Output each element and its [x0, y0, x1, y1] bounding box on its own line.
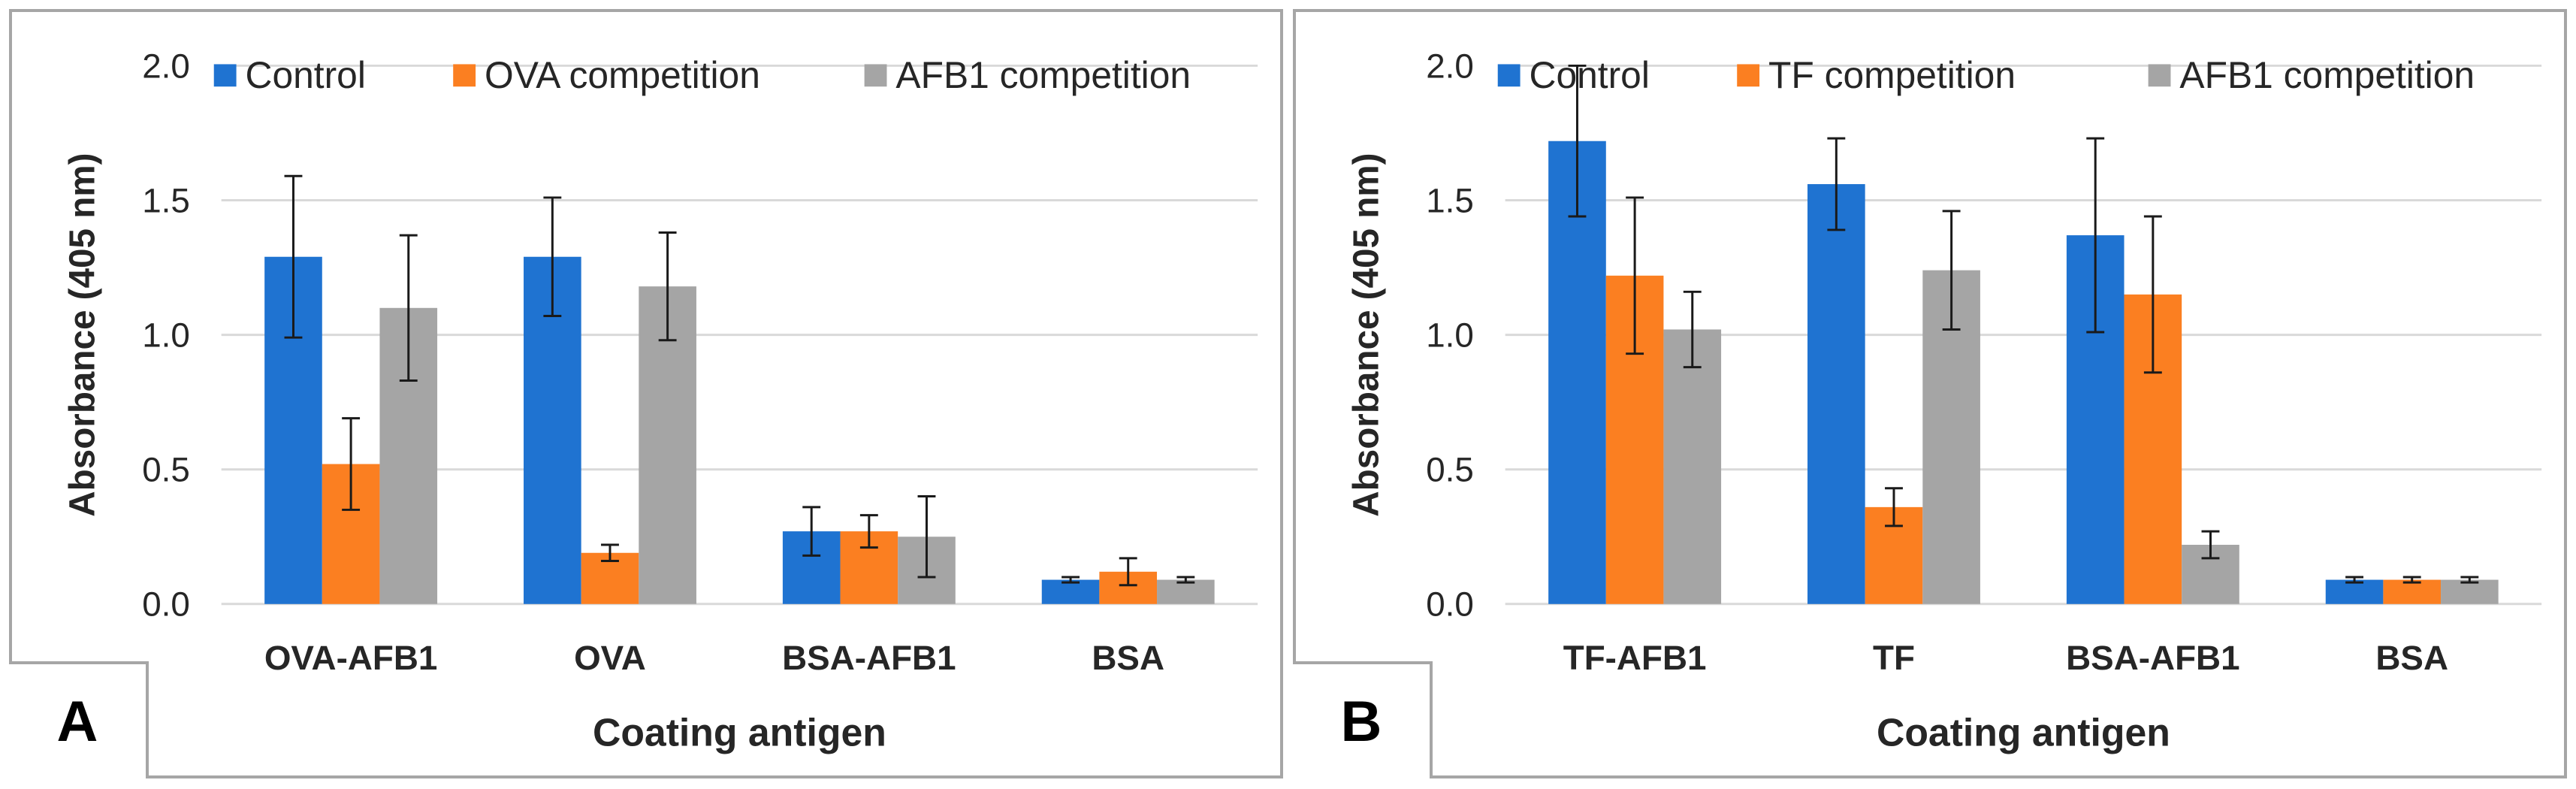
legend-swatch	[864, 64, 887, 87]
legend-label: Control	[246, 54, 366, 96]
y-tick-label: 0.5	[142, 451, 190, 489]
bar	[2441, 579, 2499, 604]
legend-swatch	[1497, 64, 1521, 87]
chart-b: 0.0 0.5 1.0 1.5 2.0 TF-AFB1 TF BSA-AFB1 BSA Contr…	[1346, 47, 2542, 754]
legend-label: AFB1 competition	[895, 54, 1191, 96]
panel-label-a: A	[56, 689, 98, 754]
panel-label-box-a: A	[9, 661, 149, 778]
chart-panel-b: 0.0 0.5 1.0 1.5 2.0 TF-AFB1 TF BSA-AFB1 BSA Contr…	[1293, 9, 2567, 778]
x-tick-label: BSA-AFB1	[2066, 639, 2239, 677]
legend-swatch	[453, 64, 476, 87]
y-tick-label: 2.0	[142, 47, 190, 85]
bar	[1663, 329, 1722, 604]
legend-swatch	[1737, 64, 1760, 87]
y-tick-label: 2.0	[1426, 47, 1474, 85]
y-axis-title: Absorbance (405 nm)	[1346, 153, 1386, 517]
bar	[1548, 141, 1606, 604]
chart-a: 0.0 0.5 1.0 1.5 2.0 OVA-AFB1 OVA BSA-AFB1 BSA Con…	[62, 47, 1258, 754]
y-tick-label: 0.0	[142, 585, 190, 624]
legend-swatch	[213, 64, 237, 87]
bar	[1041, 579, 1100, 604]
x-tick-label: OVA-AFB1	[264, 639, 438, 677]
x-axis-title: Coating antigen	[1877, 710, 2170, 754]
x-tick-label: TF	[1873, 639, 1915, 677]
legend-label: Control	[1530, 54, 1650, 96]
x-tick-label: BSA-AFB1	[782, 639, 956, 677]
x-tick-label: BSA	[2375, 639, 2448, 677]
legend-label: OVA competition	[485, 54, 760, 96]
bar	[2325, 579, 2384, 604]
legend-label: AFB1 competition	[2179, 54, 2475, 96]
x-axis-title: Coating antigen	[593, 710, 886, 754]
bar	[1807, 184, 1865, 604]
panel-label-box-b: B	[1293, 661, 1433, 778]
y-tick-label: 1.0	[1426, 316, 1474, 355]
legend-swatch	[2148, 64, 2171, 87]
legend-label: TF competition	[1768, 54, 2016, 96]
x-tick-label: BSA	[1092, 639, 1164, 677]
x-tick-label: TF-AFB1	[1563, 639, 1707, 677]
y-tick-label: 1.5	[142, 181, 190, 219]
y-tick-label: 0.0	[1426, 585, 1474, 624]
y-tick-label: 1.0	[142, 316, 190, 355]
panel-label-b: B	[1340, 689, 1382, 754]
bar	[1157, 579, 1215, 604]
y-tick-label: 0.5	[1426, 451, 1474, 489]
x-tick-label: OVA	[574, 639, 646, 677]
y-tick-label: 1.5	[1426, 181, 1474, 219]
bar	[2383, 579, 2442, 604]
y-axis-title: Absorbance (405 nm)	[62, 153, 102, 517]
chart-panel-a: 0.0 0.5 1.0 1.5 2.0 OVA-AFB1 OVA BSA-AFB1 BSA Con…	[9, 9, 1283, 778]
